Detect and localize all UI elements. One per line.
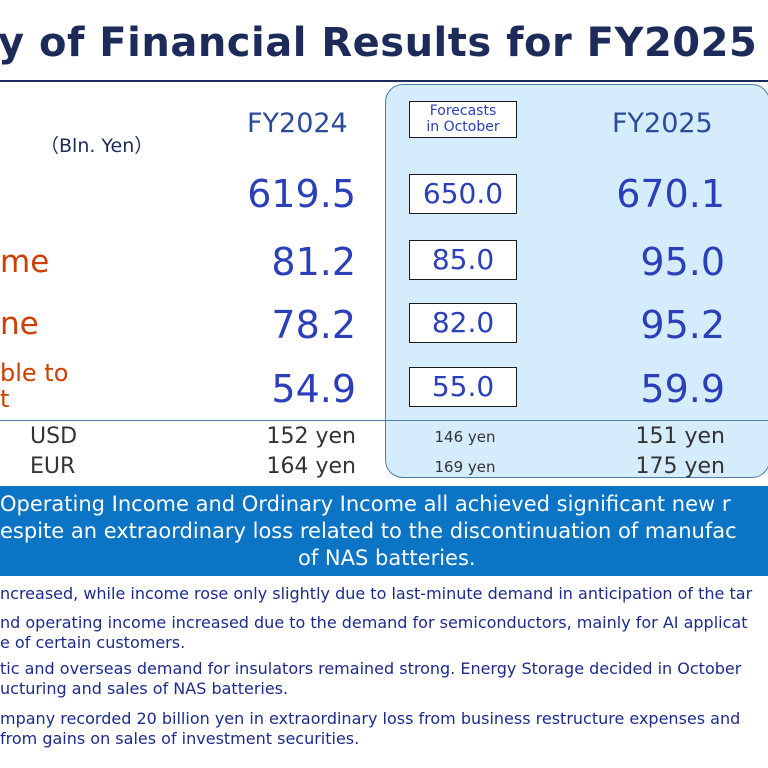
forecast-highlight-panel [385, 84, 768, 478]
header-fy2024: FY2024 [247, 108, 348, 139]
fx-eur-label: EUR [30, 454, 76, 479]
row2-fy2025: 95.0 [640, 240, 725, 284]
row4-forecast: 55.0 [409, 367, 517, 407]
banner-line1: Operating Income and Ordinary Income all… [0, 492, 731, 516]
fx-usd-fy2024: 152 yen [266, 424, 356, 449]
fx-eur-forecast: 169 yen [434, 458, 496, 476]
fx-usd-forecast: 146 yen [434, 428, 496, 446]
header-forecast-line2: in October [426, 119, 500, 135]
page-title: y of Financial Results for FY2025 [0, 20, 758, 66]
note-1: ncreased, while income rose only slightl… [0, 584, 753, 603]
row3-forecast: 82.0 [409, 303, 517, 343]
row2-forecast: 85.0 [409, 240, 517, 280]
row3-label: ne [0, 306, 39, 342]
header-fy2025: FY2025 [612, 108, 713, 139]
note-3-line1: tic and overseas demand for insulators r… [0, 659, 742, 678]
row2-fy2024: 81.2 [271, 240, 356, 284]
fx-usd-label: USD [30, 424, 78, 449]
row4-fy2025: 59.9 [640, 367, 725, 411]
unit-label: （Bln. Yen） [40, 135, 154, 157]
header-forecast-line1: Forecasts [429, 103, 497, 119]
note-4-line1: mpany recorded 20 billion yen in extraor… [0, 709, 741, 728]
fx-eur-fy2024: 164 yen [266, 454, 356, 479]
fx-eur-fy2025: 175 yen [635, 454, 725, 479]
row2-label: me [0, 244, 50, 280]
banner-line3: of NAS batteries. [298, 546, 476, 570]
header-forecast-box: Forecasts in October [409, 101, 517, 138]
row1-fy2024: 619.5 [247, 172, 356, 216]
title-divider [0, 80, 768, 82]
banner-line2: espite an extraordinary loss related to … [0, 519, 737, 543]
row1-fy2025: 670.1 [616, 172, 725, 216]
note-4-line2: from gains on sales of investment securi… [0, 729, 360, 748]
row1-forecast: 650.0 [409, 174, 517, 214]
note-2-line2: e of certain customers. [0, 633, 186, 652]
summary-banner: Operating Income and Ordinary Income all… [0, 486, 768, 576]
row3-fy2025: 95.2 [640, 303, 725, 347]
note-2-line1: nd operating income increased due to the… [0, 613, 748, 632]
row4-label-line1: ble to [0, 359, 69, 387]
row3-fy2024: 78.2 [271, 303, 356, 347]
row4-label-line2: t [0, 385, 10, 413]
note-3-line2: ucturing and sales of NAS batteries. [0, 679, 289, 698]
table-divider [0, 420, 768, 421]
row4-fy2024: 54.9 [271, 367, 356, 411]
fx-usd-fy2025: 151 yen [635, 424, 725, 449]
